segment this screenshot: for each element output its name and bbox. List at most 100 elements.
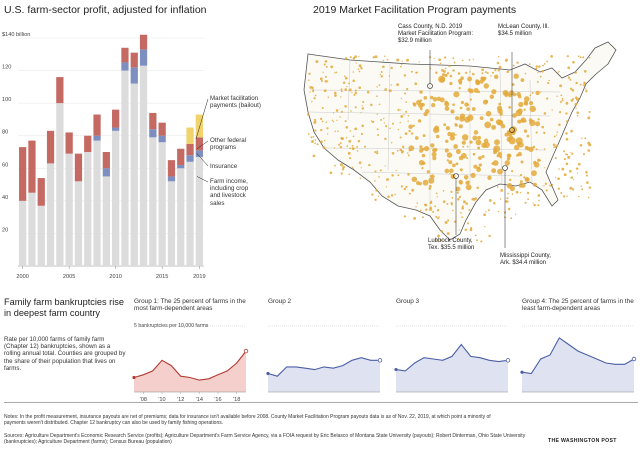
county-payment-dot <box>517 119 522 124</box>
county-payment-dot <box>558 70 560 73</box>
county-payment-dot <box>346 86 348 88</box>
county-payment-dot <box>449 168 454 174</box>
county-payment-dot <box>374 151 377 154</box>
bar-market-facilitation <box>186 127 194 144</box>
footer-sources: Sources: Agriculture Department's Econom… <box>4 433 526 446</box>
bankruptcy-line-charts: '08 '10 '12 '14 '16 '18 <box>132 325 637 403</box>
county-payment-dot <box>404 132 408 135</box>
county-payment-dot <box>579 143 583 147</box>
county-payment-dot <box>439 62 442 65</box>
county-payment-dot <box>541 70 544 73</box>
county-payment-dot <box>330 65 334 69</box>
county-payment-dot <box>556 131 558 133</box>
county-payment-dot <box>544 182 548 185</box>
county-payment-dot <box>459 168 463 172</box>
county-payment-dot <box>575 107 577 109</box>
county-payment-dot <box>532 182 537 187</box>
county-payment-dot <box>550 55 553 58</box>
county-payment-dot <box>322 146 326 149</box>
county-payment-dot <box>376 151 379 155</box>
county-payment-dot <box>334 130 336 132</box>
county-payment-dot <box>528 63 531 65</box>
county-payment-dot <box>383 122 386 124</box>
mclean-marker <box>509 127 515 133</box>
county-payment-dot <box>325 121 328 124</box>
county-payment-dot <box>524 201 527 204</box>
county-payment-dot <box>567 155 571 159</box>
county-payment-dot <box>475 79 480 85</box>
county-payment-dot <box>388 89 392 93</box>
county-payment-dot <box>356 145 359 148</box>
county-payment-dot <box>553 135 556 138</box>
county-payment-dot <box>422 134 426 138</box>
county-payment-dot <box>557 177 560 180</box>
county-payment-dot <box>378 84 381 86</box>
county-payment-dot <box>384 137 387 141</box>
county-payment-dot <box>313 120 317 124</box>
county-payment-dot <box>320 128 323 132</box>
county-payment-dot <box>408 192 411 195</box>
county-payment-dot <box>332 112 335 114</box>
county-payment-dot <box>376 113 378 115</box>
county-payment-dot <box>403 187 406 191</box>
county-payment-dot <box>410 132 414 135</box>
bar-other-federal <box>84 135 92 152</box>
bar-farm-income <box>65 153 73 266</box>
county-payment-dot <box>345 125 349 129</box>
county-payment-dot <box>450 132 456 137</box>
county-payment-dot <box>349 130 352 132</box>
county-payment-dot <box>477 146 481 150</box>
county-payment-dot <box>430 143 435 148</box>
county-payment-dot <box>374 55 378 59</box>
county-payment-dot <box>344 76 348 80</box>
county-payment-dot <box>497 168 503 175</box>
footer-divider <box>4 402 638 403</box>
county-payment-dot <box>452 163 456 168</box>
county-payment-dot <box>455 116 460 121</box>
county-payment-dot <box>568 169 572 173</box>
county-payment-dot <box>334 164 336 167</box>
county-payment-dot <box>455 134 457 136</box>
county-payment-dot <box>449 81 453 86</box>
county-payment-dot <box>518 101 524 108</box>
main-chart-title: U.S. farm-sector profit, adjusted for in… <box>4 4 207 16</box>
county-payment-dot <box>396 58 400 62</box>
county-payment-dot <box>506 70 510 74</box>
county-payment-dot <box>488 234 491 238</box>
bar-farm-income <box>186 161 194 266</box>
bar-farm-income <box>19 200 27 266</box>
small-x-tick: '14 <box>196 397 203 403</box>
county-payment-dot <box>444 56 447 59</box>
county-payment-dot <box>524 72 527 75</box>
bar-farm-income <box>46 163 55 266</box>
county-payment-dot <box>410 70 413 73</box>
county-payment-dot <box>394 193 396 196</box>
county-payment-dot <box>574 102 578 106</box>
main-x-tick: 2000 <box>16 274 28 280</box>
county-payment-dot <box>537 204 540 207</box>
county-payment-dot <box>453 61 456 64</box>
county-payment-dot <box>588 110 591 114</box>
county-payment-dot <box>423 145 430 152</box>
county-payment-dot <box>344 105 347 108</box>
county-payment-dot <box>421 167 424 170</box>
county-payment-dot <box>400 109 402 111</box>
county-payment-dot <box>376 86 378 88</box>
county-payment-dot <box>314 139 317 141</box>
county-payment-dot <box>514 213 517 215</box>
county-payment-dot <box>442 190 445 192</box>
bar-insurance <box>112 127 120 131</box>
county-payment-dot <box>320 140 323 144</box>
main-x-tick: 2005 <box>63 274 75 280</box>
county-payment-dot <box>583 70 587 73</box>
county-payment-dot <box>344 57 348 60</box>
county-payment-dot <box>414 136 419 140</box>
county-payment-dot <box>432 210 435 213</box>
county-payment-dot <box>529 119 536 127</box>
county-payment-dot <box>556 144 559 147</box>
county-payment-dot <box>401 60 403 62</box>
county-payment-dot <box>359 177 362 180</box>
bar-other-federal <box>177 148 185 166</box>
county-payment-dot <box>498 65 502 69</box>
county-payment-dot <box>465 184 472 191</box>
